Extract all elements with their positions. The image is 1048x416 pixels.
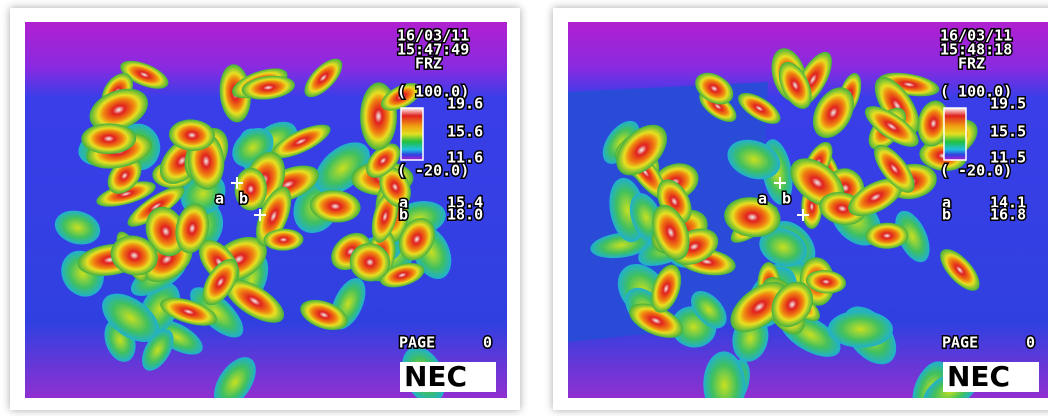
cursor-label: b [782, 190, 791, 208]
page-label: PAGE [399, 334, 435, 352]
page-label: PAGE [942, 334, 978, 352]
mode: FRZ [958, 55, 985, 73]
cursor-label: a [215, 190, 224, 208]
readout-value: 18.0 [447, 206, 483, 224]
scale-upper: 19.6 [447, 95, 483, 113]
page-number: 0 [483, 334, 492, 352]
scale-min: ( -20.0) [397, 162, 469, 180]
cursor-label: b [239, 190, 248, 208]
cursor-label: a [758, 190, 767, 208]
color-bar [401, 108, 423, 160]
scale-upper: 19.5 [990, 95, 1026, 113]
scale-mid: 15.6 [447, 123, 483, 141]
scale-mid: 15.5 [990, 123, 1026, 141]
brand: NEC [947, 360, 1010, 393]
readout-label: b [399, 206, 408, 224]
readout-value: 16.8 [990, 206, 1026, 224]
color-bar [944, 108, 966, 160]
readout-label: b [942, 206, 951, 224]
mode: FRZ [415, 55, 442, 73]
page: ab16/03/1115:47:49FRZ( 100.0)19.615.611.… [0, 0, 1048, 416]
scale-min: ( -20.0) [940, 162, 1012, 180]
page-number: 0 [1026, 334, 1035, 352]
brand: NEC [404, 360, 467, 393]
